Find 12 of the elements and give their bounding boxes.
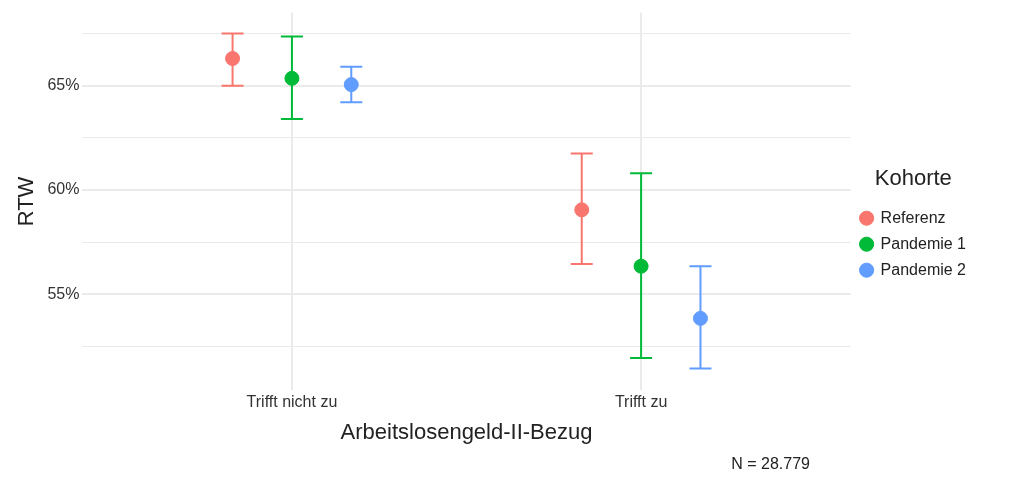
y-tick-label: 65% xyxy=(47,76,80,94)
y-axis-title: RTW xyxy=(13,176,39,227)
legend-label: Pandemie 2 xyxy=(880,260,967,278)
legend-label: Pandemie 1 xyxy=(880,234,967,252)
legend-title: Kohorte xyxy=(874,164,952,190)
text: N = 28.779 xyxy=(730,455,810,473)
y-tick-label: 55% xyxy=(47,284,80,302)
x-axis-title: Arbeitslosengeld-II-Bezug xyxy=(340,418,593,444)
legend-label: Referenz xyxy=(880,208,946,226)
y-tick-label: 60% xyxy=(47,180,80,198)
x-tick-label: Trifft nicht zu xyxy=(246,393,338,411)
x-tick-label: Trifft zu xyxy=(614,393,668,411)
